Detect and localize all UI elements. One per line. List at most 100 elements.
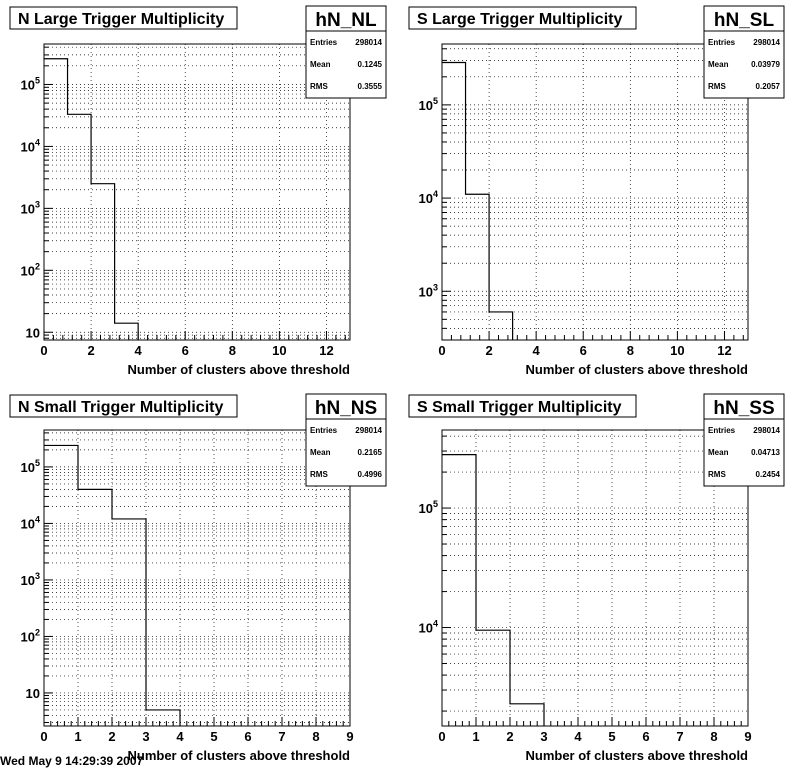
x-tick-label: 2 [108, 729, 115, 744]
stats-rms-label: RMS [708, 82, 726, 91]
histogram-name: hN_NS [315, 398, 377, 419]
timestamp-footer: Wed May 9 14:29:39 2007 [0, 754, 144, 768]
title-box [408, 394, 637, 418]
x-tick-label: 4 [533, 343, 541, 358]
stats-mean-value: 0.03979 [751, 60, 780, 69]
x-tick-label: 5 [608, 729, 615, 744]
histogram-pad-0: 0 2 4 6 8 10 12 10 102 103 104 105 Number of cluster… [9, 5, 387, 377]
stats-entries-value: 298014 [753, 38, 780, 47]
x-tick-label: 2 [506, 729, 513, 744]
x-tick-label: 0 [438, 343, 445, 358]
plot-frame [441, 43, 749, 341]
stats-entries-label: Entries [310, 38, 338, 47]
x-tick-label: 6 [580, 343, 587, 358]
title-box [9, 394, 238, 418]
x-axis-label: Number of clusters above threshold [526, 362, 749, 377]
title-box [408, 6, 637, 30]
x-axis-label: Number of clusters above threshold [128, 362, 351, 377]
stats-rms-value: 0.3555 [358, 82, 383, 91]
y-tick-label: 104 [419, 189, 438, 206]
stats-mean-value: 0.2165 [358, 448, 383, 457]
histogram-name: hN_SL [714, 10, 775, 31]
title-box [9, 6, 238, 30]
stats-entries-value: 298014 [753, 426, 780, 435]
x-tick-label: 7 [676, 729, 683, 744]
stats-box [703, 393, 785, 487]
stats-rms-label: RMS [708, 470, 726, 479]
y-tick-label: 10 [26, 686, 40, 701]
stats-entries-value: 298014 [355, 38, 382, 47]
x-axis-label: Number of clusters above threshold [128, 748, 351, 763]
stats-entries-label: Entries [708, 38, 736, 47]
y-tick-label: 104 [21, 137, 40, 154]
y-tick-label: 105 [21, 458, 40, 475]
stats-entries-label: Entries [310, 426, 338, 435]
x-axis-label: Number of clusters above threshold [526, 748, 749, 763]
x-tick-label: 8 [627, 343, 634, 358]
y-tick-label: 103 [21, 199, 40, 216]
plot-frame [43, 43, 351, 341]
x-tick-label: 6 [244, 729, 251, 744]
y-tick-label: 104 [21, 514, 40, 531]
x-tick-label: 0 [438, 729, 445, 744]
y-tick-label: 105 [419, 499, 438, 516]
chart-title: N Small Trigger Multiplicity [18, 399, 223, 416]
y-tick-label: 105 [419, 96, 438, 113]
x-tick-label: 10 [272, 343, 286, 358]
stats-box [703, 5, 785, 99]
stats-mean-value: 0.1245 [358, 60, 383, 69]
plot-frame [441, 429, 749, 727]
x-tick-label: 0 [40, 729, 47, 744]
x-tick-label: 9 [744, 729, 751, 744]
stats-rms-value: 0.2454 [756, 470, 781, 479]
stats-mean-value: 0.04713 [751, 448, 780, 457]
x-tick-label: 7 [278, 729, 285, 744]
x-tick-label: 8 [229, 343, 236, 358]
x-tick-label: 1 [74, 729, 81, 744]
stats-rms-label: RMS [310, 470, 328, 479]
y-tick-label: 102 [21, 627, 40, 644]
histogram-line [442, 61, 514, 340]
y-tick-label: 105 [21, 75, 40, 92]
stats-mean-label: Mean [310, 60, 331, 69]
stats-entries-label: Entries [708, 426, 736, 435]
x-tick-label: 4 [176, 729, 184, 744]
x-tick-label: 5 [210, 729, 217, 744]
stats-rms-value: 0.2057 [756, 82, 781, 91]
plot-frame [43, 429, 351, 727]
x-tick-label: 8 [312, 729, 319, 744]
stats-rms-value: 0.4996 [358, 470, 383, 479]
histogram-line [442, 454, 545, 726]
histogram-pad-3: 0 1 2 3 4 5 6 7 8 9 104 105 Number of clusters above… [408, 393, 785, 763]
y-tick-label: 10 [26, 325, 40, 340]
stats-mean-label: Mean [310, 448, 331, 457]
x-tick-label: 6 [182, 343, 189, 358]
x-tick-label: 10 [670, 343, 684, 358]
x-tick-label: 2 [485, 343, 492, 358]
x-tick-label: 2 [87, 343, 94, 358]
chart-title: S Small Trigger Multiplicity [417, 399, 622, 416]
stats-box [305, 393, 387, 487]
chart-title: S Large Trigger Multiplicity [417, 11, 622, 28]
y-tick-label: 104 [419, 619, 438, 636]
stats-mean-label: Mean [708, 448, 729, 457]
stats-rms-label: RMS [310, 82, 328, 91]
x-tick-label: 4 [135, 343, 143, 358]
histogram-line [44, 58, 139, 340]
y-tick-label: 102 [21, 261, 40, 278]
stats-entries-value: 298014 [355, 426, 382, 435]
y-tick-label: 103 [419, 282, 438, 299]
x-tick-label: 9 [346, 729, 353, 744]
x-tick-label: 3 [540, 729, 547, 744]
x-tick-label: 12 [319, 343, 333, 358]
histogram-name: hN_SS [713, 398, 774, 419]
histogram-pad-1: 0 2 4 6 8 10 12 103 104 105 Number of clusters abo… [408, 5, 785, 377]
x-tick-label: 8 [710, 729, 717, 744]
stats-box [305, 5, 387, 99]
x-tick-label: 1 [472, 729, 479, 744]
histogram-name: hN_NL [315, 10, 377, 31]
x-tick-label: 6 [642, 729, 649, 744]
y-tick-label: 103 [21, 571, 40, 588]
x-tick-label: 0 [40, 343, 47, 358]
